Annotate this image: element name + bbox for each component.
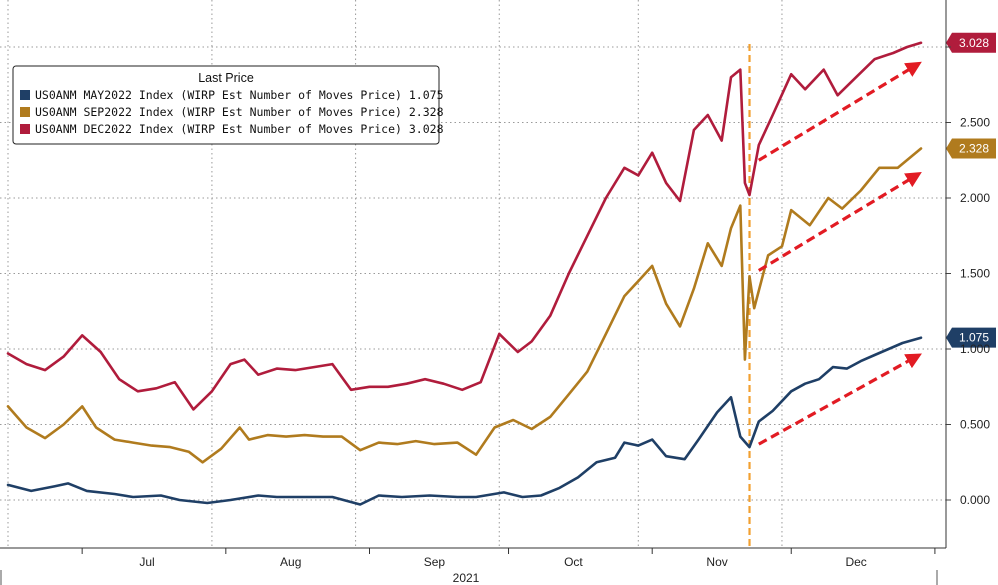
- x-tick-label: Dec: [845, 555, 866, 569]
- x-tick-label: Sep: [424, 555, 446, 569]
- y-tick-label: 2.000: [960, 191, 990, 205]
- last-value-badge-0: 1.075: [946, 327, 996, 348]
- x-year-label: 2021: [453, 571, 480, 585]
- trend-arrow-2: [757, 61, 922, 162]
- legend-swatch-1: [20, 107, 30, 117]
- legend-swatch-0: [20, 90, 30, 100]
- y-tick-label: 0.000: [960, 493, 990, 507]
- legend: Last Price US0ANM MAY2022 Index (WIRP Est…: [12, 65, 444, 145]
- trend-arrow-1: [757, 172, 922, 272]
- badge-shape: [946, 138, 996, 159]
- series-line-2: [6, 41, 923, 411]
- series-layer: 1.075 2.328 3.028: [6, 32, 996, 506]
- legend-title: Last Price: [198, 71, 254, 85]
- badge-value: 3.028: [959, 36, 989, 50]
- y-tick-label: 2.500: [960, 116, 990, 130]
- trend-arrow-0: [758, 353, 922, 446]
- x-tick-label: Oct: [564, 555, 583, 569]
- badge-shape: [946, 32, 996, 53]
- x-tick-label: Jul: [139, 555, 154, 569]
- x-tick-label: Nov: [706, 555, 727, 569]
- legend-swatch-2: [20, 124, 30, 134]
- x-tick-label: Aug: [280, 555, 301, 569]
- last-value-badge-1: 2.328: [946, 138, 996, 159]
- legend-label-1: US0ANM SEP2022 Index (WIRP Est Number of…: [35, 105, 444, 119]
- badge-shape: [946, 327, 996, 348]
- legend-label-2: US0ANM DEC2022 Index (WIRP Est Number of…: [35, 122, 444, 136]
- badge-value: 1.075: [959, 331, 989, 345]
- legend-label-0: US0ANM MAY2022 Index (WIRP Est Number of…: [35, 88, 444, 102]
- badge-value: 2.328: [959, 141, 989, 155]
- y-tick-label: 1.500: [960, 267, 990, 281]
- legend-box: [12, 65, 440, 145]
- series-line-1: [6, 147, 923, 464]
- series-line-0: [6, 336, 923, 506]
- last-value-badge-2: 3.028: [946, 32, 996, 53]
- trend-arrows: [757, 61, 922, 446]
- y-tick-label: 0.500: [960, 418, 990, 432]
- y-tick-label: 1.000: [960, 342, 990, 356]
